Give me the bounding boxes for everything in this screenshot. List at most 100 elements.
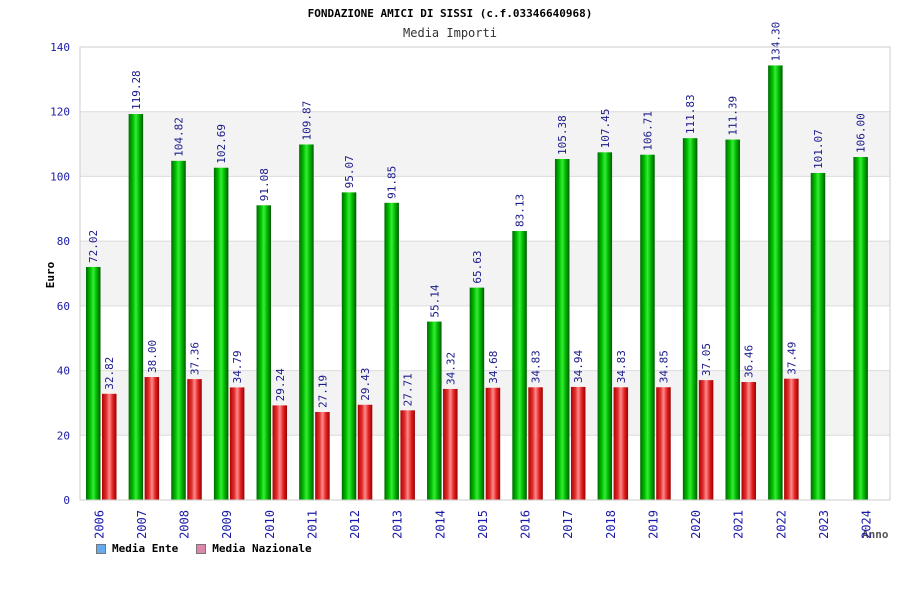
data-label: 134.30 — [769, 22, 782, 62]
x-tick-label: 2008 — [178, 510, 192, 539]
data-label: 37.49 — [785, 342, 798, 375]
data-label: 65.63 — [471, 251, 484, 284]
bar-media-nazionale — [698, 380, 714, 500]
data-label: 34.83 — [615, 350, 628, 383]
x-tick-label: 2013 — [391, 510, 405, 539]
data-label: 37.36 — [189, 342, 202, 375]
data-label: 32.82 — [103, 357, 116, 390]
x-tick-label: 2010 — [263, 510, 277, 539]
x-tick-label: 2018 — [604, 510, 618, 539]
x-tick-label: 2006 — [92, 510, 106, 539]
bar-media-nazionale — [400, 410, 415, 500]
x-tick-label: 2024 — [860, 510, 874, 539]
x-tick-label: 2009 — [220, 510, 234, 539]
x-tick-label: 2017 — [561, 510, 575, 539]
bar-media-nazionale — [656, 387, 671, 500]
data-label: 102.69 — [215, 124, 228, 164]
y-axis-label: Euro — [44, 261, 57, 288]
y-tick-label: 40 — [57, 365, 70, 378]
bar-media-nazionale — [570, 386, 586, 500]
x-tick-label: 2021 — [732, 510, 746, 539]
bar-media-nazionale — [102, 393, 117, 500]
data-label: 101.07 — [812, 129, 825, 169]
data-label: 34.85 — [657, 350, 670, 383]
y-tick-label: 140 — [50, 41, 70, 54]
bar-media-nazionale — [528, 387, 543, 500]
data-label: 119.28 — [130, 70, 143, 110]
bar-media-nazionale — [784, 378, 799, 500]
bar-media-ente — [469, 287, 485, 500]
data-label: 105.38 — [556, 115, 569, 155]
bar-media-ente — [341, 192, 357, 500]
bar-media-nazionale — [315, 412, 330, 500]
bar-media-ente — [86, 266, 101, 500]
x-tick-label: 2022 — [774, 510, 788, 539]
x-tick-label: 2015 — [476, 510, 490, 539]
data-label: 27.19 — [316, 375, 329, 408]
bar-media-nazionale — [272, 405, 288, 500]
bar-media-nazionale — [741, 382, 756, 500]
data-label: 106.00 — [855, 113, 868, 153]
legend-label-media-ente: Media Ente — [112, 542, 179, 555]
bar-media-ente — [554, 159, 570, 500]
bar-media-ente — [256, 205, 272, 500]
data-label: 95.07 — [343, 155, 356, 188]
data-label: 91.08 — [258, 168, 271, 201]
x-tick-label: 2011 — [305, 510, 319, 539]
legend-swatch-media-nazionale — [196, 543, 207, 554]
bar-media-ente — [725, 139, 740, 500]
y-tick-label: 60 — [57, 300, 70, 313]
x-tick-label: 2020 — [689, 510, 703, 539]
data-label: 38.00 — [146, 340, 159, 373]
plot-frame — [79, 46, 891, 501]
bar-media-nazionale — [187, 379, 202, 500]
bar-media-ente — [213, 167, 229, 501]
x-tick-label: 2023 — [817, 510, 831, 539]
x-tick-label: 2016 — [519, 510, 533, 539]
labels-layer: 72.02 32.82 119.28 38.00 104.82 37.36 102.69 34… — [87, 22, 867, 408]
data-label: 83.13 — [514, 194, 527, 227]
data-label: 34.32 — [444, 352, 457, 385]
y-tick-label: 80 — [57, 235, 70, 248]
bar-media-ente — [171, 160, 186, 500]
data-label: 27.71 — [402, 373, 415, 406]
bar-media-nazionale — [443, 388, 458, 500]
x-tick-label: 2007 — [135, 510, 149, 539]
bar-media-ente — [299, 144, 314, 500]
data-label: 34.94 — [572, 349, 585, 382]
x-tick-label: 2019 — [646, 510, 660, 539]
bar-media-ente — [768, 65, 783, 500]
data-label: 106.71 — [641, 111, 654, 151]
y-tick-label: 120 — [50, 106, 70, 119]
bar-media-ente — [853, 157, 868, 500]
y-tick-label: 20 — [57, 429, 70, 442]
chart-title: FONDAZIONE AMICI DI SISSI (c.f.033466409… — [308, 7, 593, 20]
x-tick-label: 2012 — [348, 510, 362, 539]
data-label: 55.14 — [428, 284, 441, 317]
legend-label-media-nazionale: Media Nazionale — [212, 542, 312, 555]
bar-media-nazionale — [144, 377, 160, 500]
bar-media-ente — [128, 114, 144, 500]
bar-media-ente — [597, 152, 613, 500]
data-label: 34.68 — [487, 351, 500, 384]
grid-band — [80, 111, 890, 177]
bar-media-ente — [384, 202, 399, 501]
bar-media-ente — [512, 231, 527, 500]
bar-media-ente — [682, 138, 698, 500]
legend: Media Ente Media Nazionale — [96, 542, 312, 555]
data-label: 34.83 — [530, 350, 543, 383]
x-tick-label: 2014 — [433, 510, 447, 539]
bar-media-nazionale — [229, 387, 245, 500]
data-label: 29.43 — [359, 368, 372, 401]
data-label: 109.87 — [300, 101, 313, 141]
bar-media-nazionale — [357, 404, 373, 500]
legend-item-media-nazionale: Media Nazionale — [196, 542, 312, 555]
data-label: 91.85 — [386, 166, 399, 199]
data-label: 36.46 — [743, 345, 756, 378]
legend-item-media-ente: Media Ente — [96, 542, 178, 555]
data-label: 29.24 — [274, 368, 287, 401]
y-tick-label: 0 — [63, 494, 70, 507]
x-axis-label: Anno — [862, 528, 889, 541]
